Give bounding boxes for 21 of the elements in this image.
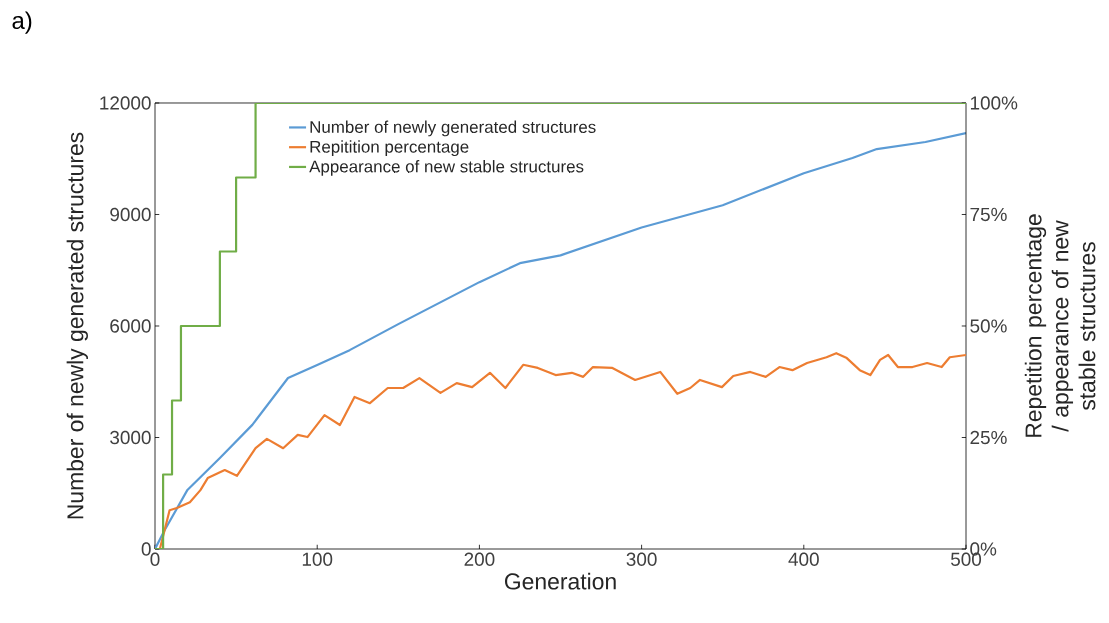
y-axis-title: Number of newly generated structures [66,132,88,519]
y2-axis-title: Repetition percentage / appearance of new stable structures [1024,214,1096,437]
legend-label: Appearance of new stable structures [309,160,584,176]
y-tick-label: 6000 [110,319,151,333]
x-tick-label: 200 [464,552,495,566]
x-tick-label: 300 [626,552,657,566]
y2-tick-label: 100% [970,96,1018,110]
x-tick-label: 100 [302,552,333,566]
x-axis-title: Generation [504,572,616,590]
y-tick-label: 0 [141,542,151,556]
legend-label: Number of newly generated structures [310,120,596,137]
text: a) [12,11,32,34]
y-tick-label: 12000 [100,96,151,110]
x-tick-label: 400 [788,552,819,566]
x-tick-label: 0 [150,552,160,566]
legend-label: Repitition percentage [310,140,469,157]
y2-tick-label: 75% [970,207,1007,222]
y2-tick-label: 25% [970,430,1007,445]
y-tick-label: 9000 [110,207,151,222]
y-tick-label: 3000 [110,430,151,445]
y2-tick-label: 50% [970,319,1007,333]
